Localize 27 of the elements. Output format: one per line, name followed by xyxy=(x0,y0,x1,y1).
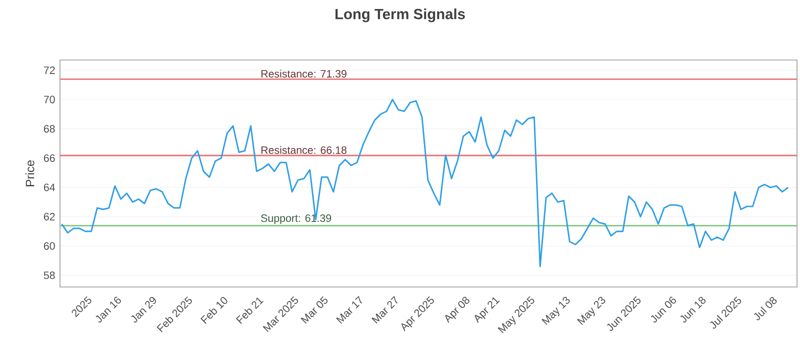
y-tick-label: 58 xyxy=(44,272,55,280)
x-tick-label: Apr 08 xyxy=(445,296,470,324)
x-tick-label: Jan 16 xyxy=(96,296,121,323)
x-tick-label: Apr 21 xyxy=(474,297,500,324)
x-tick-label: May 23 xyxy=(577,296,606,325)
y-tick-label: 60 xyxy=(44,242,55,250)
x-tick-label: Jun 18 xyxy=(680,296,706,323)
x-tick-label: Feb 10 xyxy=(200,297,228,324)
x-tick-label: Jun 06 xyxy=(650,296,676,323)
y-axis-title: Price xyxy=(25,160,34,186)
x-tick-label: Feb 21 xyxy=(236,297,264,324)
y-tick-label: 66 xyxy=(44,154,55,162)
x-tick-label: Mar 27 xyxy=(372,296,398,324)
x-tick-label: Mar 05 xyxy=(300,296,328,324)
y-tick-label: 64 xyxy=(44,184,55,192)
x-tick-label: Jul 08 xyxy=(754,297,777,320)
y-tick-label: 62 xyxy=(44,212,55,220)
chart-title: Long Term Signals xyxy=(336,8,465,22)
x-tick-label: Mar 17 xyxy=(336,296,362,324)
y-tick-label: 70 xyxy=(44,96,55,104)
y-tick-label: 68 xyxy=(44,125,55,133)
ref-line-label: Resistance: 71.39 xyxy=(261,70,346,78)
line-series xyxy=(61,98,789,268)
y-tick-label: 72 xyxy=(44,66,55,74)
ref-line-label: Resistance: 66.18 xyxy=(261,146,346,154)
x-tick-label: May 13 xyxy=(542,296,570,325)
x-tick-label: Jan 29 xyxy=(131,296,156,323)
